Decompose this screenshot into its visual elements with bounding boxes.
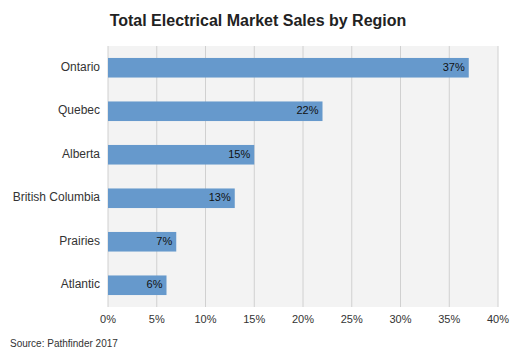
grid-line <box>156 46 157 307</box>
chart: Total Electrical Market Sales by Region 0… <box>0 0 516 357</box>
grid-line <box>400 46 401 307</box>
data-label: 13% <box>209 191 231 203</box>
y-tick-label: Ontario <box>61 60 101 74</box>
y-tick-label: Alberta <box>62 147 100 161</box>
data-label: 22% <box>296 104 318 116</box>
x-tick-label: 5% <box>149 313 165 325</box>
x-tick-label: 15% <box>243 313 265 325</box>
bar <box>108 101 323 121</box>
x-tick-label: 0% <box>100 313 116 325</box>
bar <box>108 145 254 165</box>
grid-line <box>254 46 255 307</box>
plot-area <box>108 46 498 307</box>
y-tick-label: Prairies <box>59 234 100 248</box>
title: Total Electrical Market Sales by Region <box>110 12 407 29</box>
x-tick-label: 10% <box>194 313 216 325</box>
x-tick-label: 35% <box>438 313 460 325</box>
bars <box>108 58 469 295</box>
data-label: 37% <box>443 61 465 73</box>
grid <box>108 46 498 307</box>
data-label: 7% <box>156 235 172 247</box>
data-label: 15% <box>228 148 250 160</box>
x-tick-label: 25% <box>341 313 363 325</box>
x-tick-label: 40% <box>487 313 509 325</box>
grid-line <box>351 46 352 307</box>
grid-line <box>498 46 499 307</box>
grid-line <box>303 46 304 307</box>
x-tick-label: 20% <box>292 313 314 325</box>
bar <box>108 188 235 208</box>
data-labels: 6% 7% 13% 15% 22% 37% <box>147 61 465 291</box>
grid-line <box>108 46 109 307</box>
x-tick-label: 30% <box>389 313 411 325</box>
bar <box>108 275 167 295</box>
grid-line <box>205 46 206 307</box>
annotation: Source: Pathfinder 2017 <box>10 338 118 349</box>
bar <box>108 58 469 78</box>
data-label: 6% <box>147 278 163 290</box>
y-tick-label: British Columbia <box>13 190 101 204</box>
grid-line <box>449 46 450 307</box>
bar <box>108 232 176 252</box>
y-tick-label: Quebec <box>58 103 100 117</box>
y-tick-label: Atlantic <box>61 277 100 291</box>
